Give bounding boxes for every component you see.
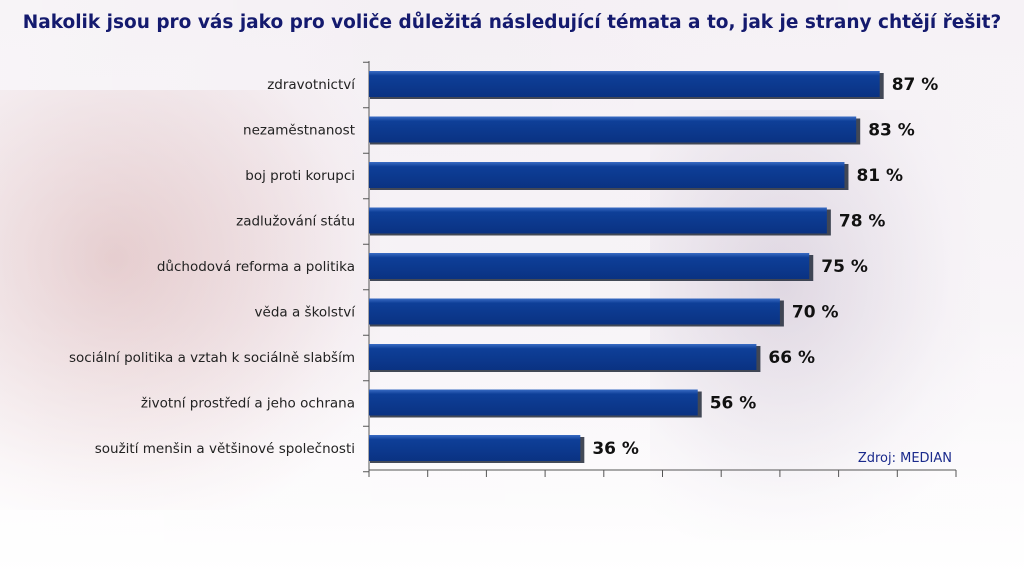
bar [369,298,780,325]
category-label: zadlužování státu [236,214,355,230]
category-label: sociální politika a vztah k sociálně sla… [69,350,355,366]
category-label: soužití menšin a většinové společnosti [95,441,355,457]
category-label: věda a školství [255,305,357,321]
value-label: 78 % [839,212,886,232]
category-label: boj proti korupci [245,168,355,184]
value-label: 56 % [710,394,757,414]
chart-title: Nakolik jsou pro vás jako pro voliče důl… [22,12,1002,33]
value-label: 66 % [768,348,815,368]
value-label: 36 % [592,439,639,459]
value-label: 70 % [792,303,839,323]
bar [369,71,880,97]
source-note: Zdroj: MEDIAN [857,451,952,466]
value-label: 83 % [868,121,915,141]
bar [369,435,581,461]
bar [369,207,827,234]
category-label: zdravotnictví [267,77,356,93]
category-label: životní prostředí a jeho ochrana [141,396,355,412]
value-label: 87 % [892,75,939,95]
bar [369,389,698,416]
value-label: 81 % [856,166,903,186]
bar [369,253,810,279]
category-label: nezaměstnanost [243,123,355,139]
bar [369,162,845,188]
bar [369,344,757,370]
bar [369,116,857,143]
category-label: důchodová reforma a politika [157,259,355,275]
value-label: 75 % [821,257,868,277]
